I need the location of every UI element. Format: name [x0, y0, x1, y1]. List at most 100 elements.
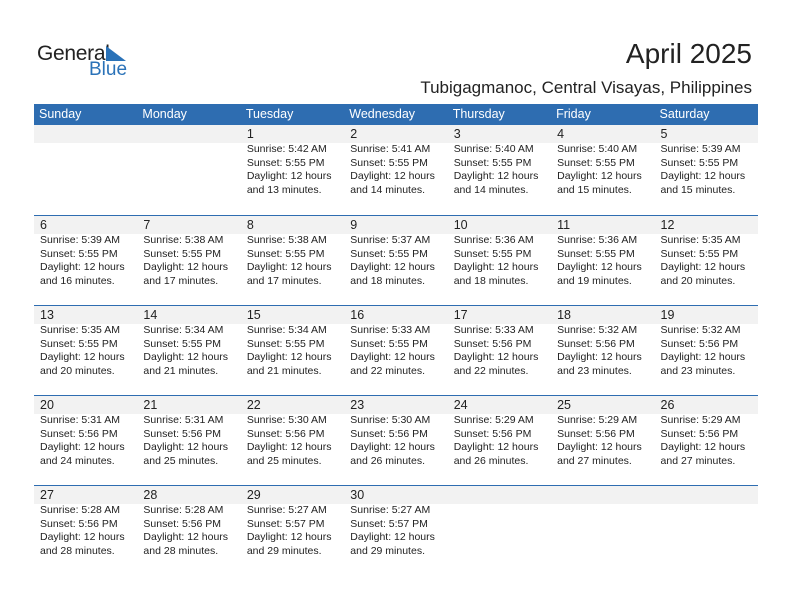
sunset-text: Sunset: 5:55 PM [143, 247, 222, 260]
daylight-minutes-text: and 17 minutes. [143, 274, 219, 287]
day-cell: 14 Sunrise: 5:34 AM Sunset: 5:55 PM Dayligh… [137, 306, 240, 378]
day-number: 5 [660, 127, 668, 141]
daylight-text: Daylight: 12 hours [40, 261, 125, 274]
daylight-minutes-text: and 20 minutes. [40, 364, 115, 377]
sunrise-text: Sunrise: 5:33 AM [453, 324, 534, 336]
date-band [34, 125, 758, 143]
sunrise-text: Sunrise: 5:38 AM [143, 234, 224, 246]
day-number: 3 [453, 127, 461, 141]
daylight-text: Daylight: 12 hours [350, 351, 435, 364]
sunrise-text: Sunrise: 5:30 AM [246, 414, 327, 426]
day-number: 18 [557, 308, 572, 322]
sunrise-text: Sunrise: 5:27 AM [246, 504, 327, 516]
day-number: 27 [40, 488, 54, 502]
sunset-text: Sunset: 5:56 PM [557, 337, 635, 350]
day-number: 29 [246, 488, 261, 502]
day-cell: 28 Sunrise: 5:28 AM Sunset: 5:56 PM Dayligh… [137, 486, 240, 558]
page-title: April 2025 [625, 38, 752, 69]
date-band [34, 396, 758, 414]
sunrise-text: Sunrise: 5:32 AM [557, 324, 638, 336]
daylight-minutes-text: and 18 minutes. [350, 274, 425, 287]
daylight-minutes-text: and 25 minutes. [143, 454, 219, 467]
weekday-header: Sunday Monday Tuesday Wednesday Thursday Frid… [34, 104, 758, 125]
daylight-text: Daylight: 12 hours [246, 441, 332, 454]
sunset-text: Sunset: 5:55 PM [453, 156, 532, 169]
daylight-minutes-text: and 20 minutes. [660, 274, 736, 287]
logo-general: General [37, 42, 110, 65]
day-number: 19 [660, 308, 675, 322]
daylight-minutes-text: and 19 minutes. [557, 274, 632, 287]
sunrise-text: Sunrise: 5:32 AM [660, 324, 741, 336]
daylight-minutes-text: and 29 minutes. [350, 544, 425, 557]
day-number: 17 [453, 308, 468, 322]
day-cell: 4 Sunrise: 5:40 AM Sunset: 5:55 PM Daylight… [551, 125, 654, 197]
day-number: 7 [143, 218, 151, 232]
day-number: 4 [557, 127, 565, 141]
daylight-text: Daylight: 12 hours [40, 531, 125, 544]
daylight-text: Daylight: 12 hours [350, 441, 435, 454]
daylight-text: Daylight: 12 hours [453, 261, 539, 274]
day-cell: 3 Sunrise: 5:40 AM Sunset: 5:55 PM Daylight… [448, 125, 551, 197]
weekday-monday: Monday [142, 107, 187, 121]
sunset-text: Sunset: 5:55 PM [557, 156, 635, 169]
daylight-minutes-text: and 15 minutes. [557, 183, 632, 196]
day-number: 11 [557, 218, 571, 232]
daylight-text: Daylight: 12 hours [246, 170, 332, 183]
daylight-text: Daylight: 12 hours [246, 351, 332, 364]
sunrise-text: Sunrise: 5:30 AM [350, 414, 431, 426]
daylight-text: Daylight: 12 hours [660, 170, 746, 183]
date-band [34, 216, 758, 234]
weekday-friday: Friday [556, 107, 591, 121]
daylight-text: Daylight: 12 hours [40, 351, 125, 364]
daylight-text: Daylight: 12 hours [350, 261, 435, 274]
day-cell: 16 Sunrise: 5:33 AM Sunset: 5:55 PM Dayligh… [344, 306, 447, 378]
week-row: 20 Sunrise: 5:31 AM Sunset: 5:56 PM Dayligh… [34, 395, 758, 485]
location-subtitle: Tubigagmanoc, Central Visayas, Philippin… [420, 78, 752, 97]
sunrise-text: Sunrise: 5:27 AM [350, 504, 431, 516]
sunrise-text: Sunrise: 5:28 AM [143, 504, 224, 516]
day-number: 26 [660, 398, 675, 412]
daylight-text: Daylight: 12 hours [660, 441, 746, 454]
day-cell [551, 486, 654, 558]
sunrise-text: Sunrise: 5:29 AM [453, 414, 534, 426]
daylight-text: Daylight: 12 hours [143, 531, 229, 544]
day-cell: 30 Sunrise: 5:27 AM Sunset: 5:57 PM Dayligh… [344, 486, 447, 558]
sunrise-text: Sunrise: 5:34 AM [246, 324, 327, 336]
day-number: 10 [453, 218, 468, 232]
daylight-minutes-text: and 29 minutes. [246, 544, 322, 557]
daylight-text: Daylight: 12 hours [453, 351, 539, 364]
sunrise-text: Sunrise: 5:37 AM [350, 234, 431, 246]
daylight-text: Daylight: 12 hours [143, 351, 229, 364]
day-cell: 5 Sunrise: 5:39 AM Sunset: 5:55 PM Daylight… [655, 125, 758, 197]
day-number: 13 [40, 308, 54, 322]
daylight-minutes-text: and 27 minutes. [557, 454, 632, 467]
daylight-minutes-text: and 14 minutes. [453, 183, 529, 196]
sunrise-text: Sunrise: 5:29 AM [660, 414, 741, 426]
daylight-text: Daylight: 12 hours [350, 170, 435, 183]
daylight-text: Daylight: 12 hours [557, 441, 642, 454]
sunrise-text: Sunrise: 5:31 AM [40, 414, 120, 426]
day-cell: 20 Sunrise: 5:31 AM Sunset: 5:56 PM Dayligh… [34, 396, 137, 468]
day-number: 20 [40, 398, 54, 412]
daylight-text: Daylight: 12 hours [557, 170, 642, 183]
day-cell: 27 Sunrise: 5:28 AM Sunset: 5:56 PM Dayligh… [34, 486, 137, 558]
day-number: 1 [246, 127, 254, 141]
sunset-text: Sunset: 5:56 PM [350, 427, 428, 440]
day-number: 15 [246, 308, 261, 322]
sunset-text: Sunset: 5:56 PM [453, 427, 532, 440]
daylight-minutes-text: and 22 minutes. [453, 364, 529, 377]
day-cell: 8 Sunrise: 5:38 AM Sunset: 5:55 PM Daylight… [241, 216, 344, 288]
sunrise-text: Sunrise: 5:36 AM [453, 234, 534, 246]
daylight-minutes-text: and 15 minutes. [660, 183, 736, 196]
sunrise-text: Sunrise: 5:35 AM [40, 324, 120, 336]
weekday-thursday: Thursday [452, 107, 505, 121]
day-number: 2 [350, 127, 358, 141]
weekday-sunday: Sunday [39, 107, 82, 121]
sunset-text: Sunset: 5:56 PM [40, 517, 118, 530]
day-cell: 29 Sunrise: 5:27 AM Sunset: 5:57 PM Dayligh… [241, 486, 344, 558]
day-cell: 25 Sunrise: 5:29 AM Sunset: 5:56 PM Dayligh… [551, 396, 654, 468]
day-number: 30 [350, 488, 365, 502]
day-cell: 2 Sunrise: 5:41 AM Sunset: 5:55 PM Daylight… [344, 125, 447, 197]
day-cell: 6 Sunrise: 5:39 AM Sunset: 5:55 PM Daylight… [34, 216, 137, 288]
